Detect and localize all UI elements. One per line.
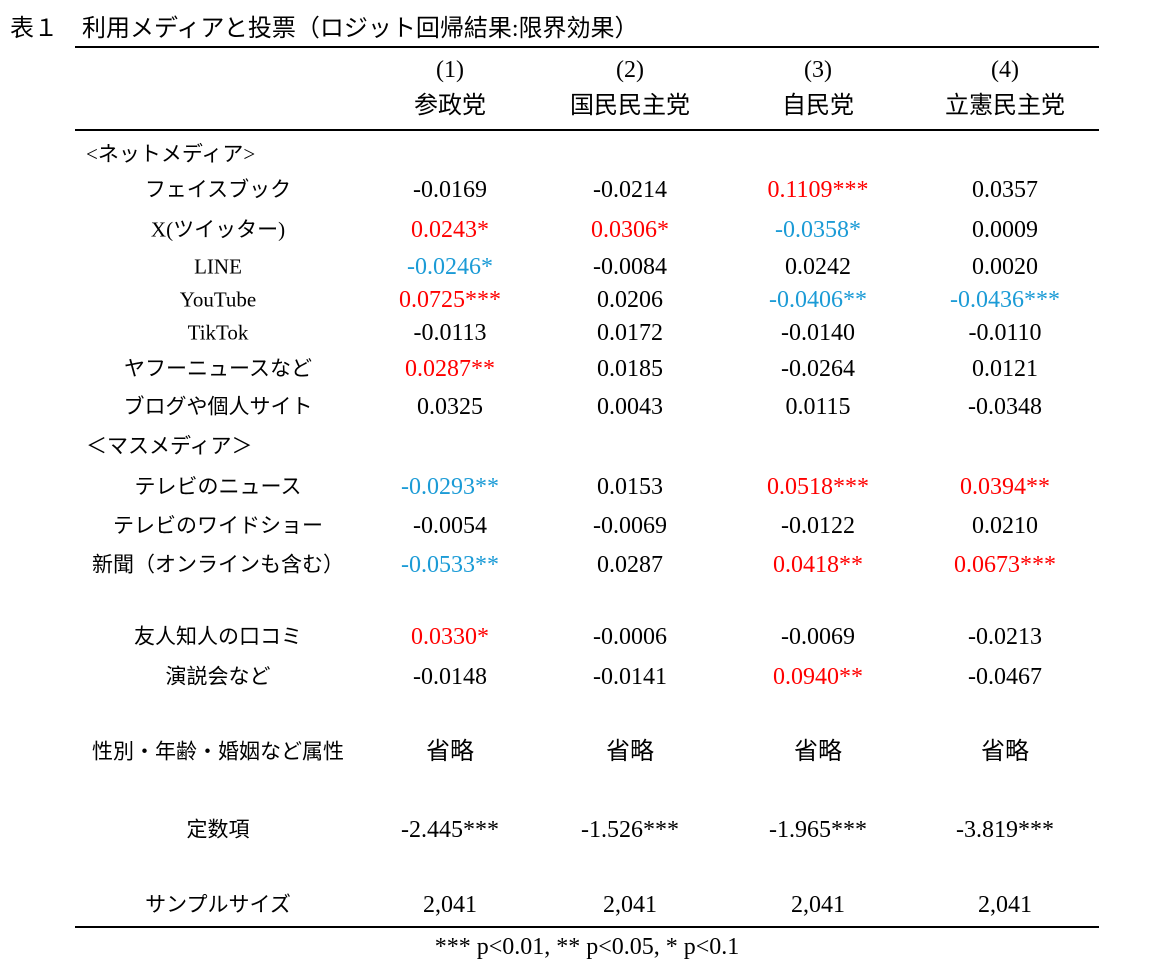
- table-cell: -0.0148: [413, 664, 487, 690]
- table-cell: 0.0394**: [960, 474, 1050, 500]
- table-cell: 2,041: [791, 892, 845, 918]
- row-label: 定数項: [186, 817, 250, 842]
- table-cell: 2,041: [423, 892, 477, 918]
- table-cell: 0.0043: [597, 394, 663, 420]
- table-cell: 0.0153: [597, 474, 663, 500]
- table-cell: -1.965***: [769, 817, 867, 843]
- table-cell: -0.0213: [968, 624, 1042, 650]
- table-cell: -0.0140: [781, 320, 855, 346]
- table-cell: 省略: [794, 739, 842, 765]
- row-label: フェイスブック: [144, 177, 292, 202]
- table-cell: -0.0110: [968, 320, 1042, 346]
- table-cell: -0.0113: [413, 320, 487, 346]
- table-cell: 0.0172: [597, 320, 663, 346]
- row-label: サンプルサイズ: [145, 892, 291, 917]
- table-cell: 0.0287**: [405, 356, 495, 382]
- table-cell: 0.0243*: [411, 217, 489, 243]
- table-cell: -0.0084: [593, 254, 667, 280]
- table-cell: 省略: [606, 739, 654, 765]
- table-cell: 2,041: [978, 892, 1032, 918]
- column-party-header: 自民党: [782, 93, 854, 119]
- column-party-header: 国民民主党: [570, 93, 690, 119]
- bottom-rule: [75, 926, 1099, 928]
- row-label: 性別・年齢・婚姻など属性: [92, 739, 344, 764]
- table-cell: -0.0122: [781, 513, 855, 539]
- section-mass-media: ＜マスメディア＞: [86, 434, 253, 458]
- table-cell: 省略: [426, 739, 474, 765]
- table-cell: 0.0020: [972, 254, 1038, 280]
- significance-note: *** p<0.01, ** p<0.05, * p<0.1: [434, 934, 740, 960]
- row-label: YouTube: [179, 287, 257, 312]
- row-label: LINE: [194, 254, 242, 279]
- row-label: ヤフーニュースなど: [124, 356, 312, 381]
- row-label: 演説会など: [165, 664, 271, 689]
- table-cell: 2,041: [603, 892, 657, 918]
- table-cell: 0.0418**: [773, 552, 863, 578]
- table-cell: 0.0330*: [411, 624, 489, 650]
- table-cell: -0.0293**: [401, 474, 499, 500]
- table-cell: 0.0518***: [767, 474, 869, 500]
- table-cell: 0.0325: [417, 394, 483, 420]
- table-cell: 0.1109***: [767, 177, 869, 203]
- table-cell: -1.526***: [581, 817, 679, 843]
- table-cell: 0.0242: [785, 254, 851, 280]
- header-rule: [75, 129, 1099, 131]
- table-cell: -0.0246*: [407, 254, 493, 280]
- table-cell: -0.0169: [413, 177, 487, 203]
- table-cell: -0.0069: [781, 624, 855, 650]
- table-cell: -0.0141: [593, 664, 667, 690]
- table-cell: 0.0673***: [954, 552, 1056, 578]
- row-label: 新聞（オンラインも含む）: [92, 552, 344, 577]
- column-number: (1): [436, 57, 464, 83]
- table-cell: -0.0348: [968, 394, 1042, 420]
- table-cell: 省略: [981, 739, 1029, 765]
- table-cell: -0.0533**: [401, 552, 499, 578]
- table-cell: -0.0467: [968, 664, 1042, 690]
- column-party-header: 参政党: [414, 93, 486, 119]
- table-cell: -0.0358*: [775, 217, 861, 243]
- table-cell: 0.0210: [972, 513, 1038, 539]
- column-number: (2): [616, 57, 644, 83]
- table-cell: -0.0214: [593, 177, 667, 203]
- row-label: 友人知人の口コミ: [134, 624, 302, 649]
- column-number: (4): [991, 57, 1019, 83]
- table-cell: 0.0940**: [773, 664, 863, 690]
- table-cell: 0.0115: [785, 394, 851, 420]
- table-cell: 0.0009: [972, 217, 1038, 243]
- table-cell: 0.0725***: [399, 287, 501, 313]
- row-label: X(ツイッター): [150, 217, 286, 242]
- table-cell: -0.0436***: [950, 287, 1060, 313]
- row-label: テレビのニュース: [134, 474, 302, 499]
- table-cell: -0.0006: [593, 624, 667, 650]
- table-cell: -0.0406**: [769, 287, 867, 313]
- table-cell: -2.445***: [401, 817, 499, 843]
- table-cell: -0.0069: [593, 513, 667, 539]
- table-cell: 0.0206: [597, 287, 663, 313]
- table-title: 表１ 利用メディアと投票（ロジット回帰結果:限界効果）: [10, 16, 639, 42]
- column-party-header: 立憲民主党: [945, 93, 1065, 119]
- table-cell: 0.0185: [597, 356, 663, 382]
- table-cell: 0.0287: [597, 552, 663, 578]
- row-label: TikTok: [187, 320, 249, 345]
- table-cell: -0.0264: [781, 356, 855, 382]
- table-cell: 0.0306*: [591, 217, 669, 243]
- table-cell: -3.819***: [956, 817, 1054, 843]
- table-cell: 0.0121: [972, 356, 1038, 382]
- row-label: テレビのワイドショー: [113, 513, 323, 538]
- top-rule: [75, 46, 1099, 48]
- table-cell: 0.0357: [972, 177, 1038, 203]
- section-net-media: <ネットメディア>: [86, 142, 256, 166]
- row-label: ブログや個人サイト: [123, 394, 313, 419]
- column-number: (3): [804, 57, 832, 83]
- table-cell: -0.0054: [413, 513, 487, 539]
